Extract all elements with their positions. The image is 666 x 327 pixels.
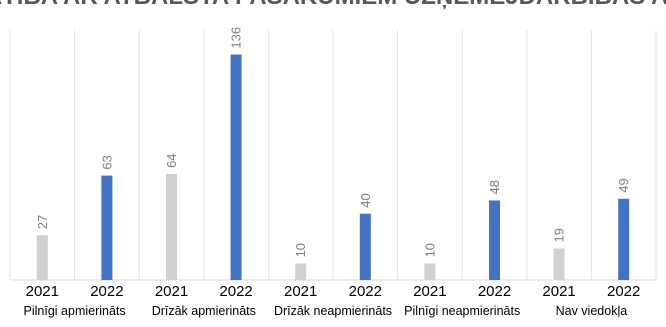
bar-2021 xyxy=(166,173,177,280)
data-label: 64 xyxy=(164,153,179,167)
year-tick-label: 2021 xyxy=(155,283,188,300)
data-label: 19 xyxy=(552,228,567,242)
year-tick-label: 2021 xyxy=(26,283,59,300)
bar-2022 xyxy=(230,54,242,280)
year-tick-label: 2021 xyxy=(542,283,575,300)
group-tick-label: Drīzāk neapmierināts xyxy=(274,304,392,318)
bar-2022 xyxy=(489,200,500,280)
bar-2021 xyxy=(36,235,48,280)
data-label: 27 xyxy=(35,215,50,229)
year-tick-label: 2022 xyxy=(219,283,252,300)
year-tick-label: 2021 xyxy=(284,283,317,300)
data-label: 136 xyxy=(229,27,244,49)
group-tick-label: Pilnīgi neapmierināts xyxy=(404,304,520,318)
data-label: 49 xyxy=(616,178,631,192)
chart-title: VISPĀRĒJĀ APMIERINĀTĪBA AR ATBALSTA PASĀ… xyxy=(0,0,666,10)
data-label: 10 xyxy=(293,243,308,257)
grid-layer xyxy=(9,30,657,281)
data-label: 40 xyxy=(358,193,373,207)
bar-2022 xyxy=(618,198,630,280)
bar-2021 xyxy=(424,263,436,280)
year-tick-label: 2022 xyxy=(90,283,123,300)
label-layer: 27 2021 63 2022 Pilnīgi apmierināts 64 2021 136… xyxy=(24,27,641,318)
group-tick-label: Nav viedokļa xyxy=(556,304,628,318)
bar-2021 xyxy=(553,248,565,280)
data-label: 48 xyxy=(487,180,502,194)
group-tick-label: Drīzāk apmierināts xyxy=(152,304,256,318)
group-tick-label: Pilnīgi apmierināts xyxy=(24,304,126,318)
bar-2022 xyxy=(101,175,113,280)
data-label: 10 xyxy=(422,243,437,257)
year-tick-label: 2022 xyxy=(478,283,511,300)
year-tick-label: 2021 xyxy=(413,283,446,300)
bar-2022 xyxy=(359,213,371,280)
data-label: 63 xyxy=(99,155,114,169)
year-tick-label: 2022 xyxy=(607,283,640,300)
year-tick-label: 2022 xyxy=(349,283,382,300)
bar-layer xyxy=(36,54,630,280)
bar-2021 xyxy=(295,263,307,280)
